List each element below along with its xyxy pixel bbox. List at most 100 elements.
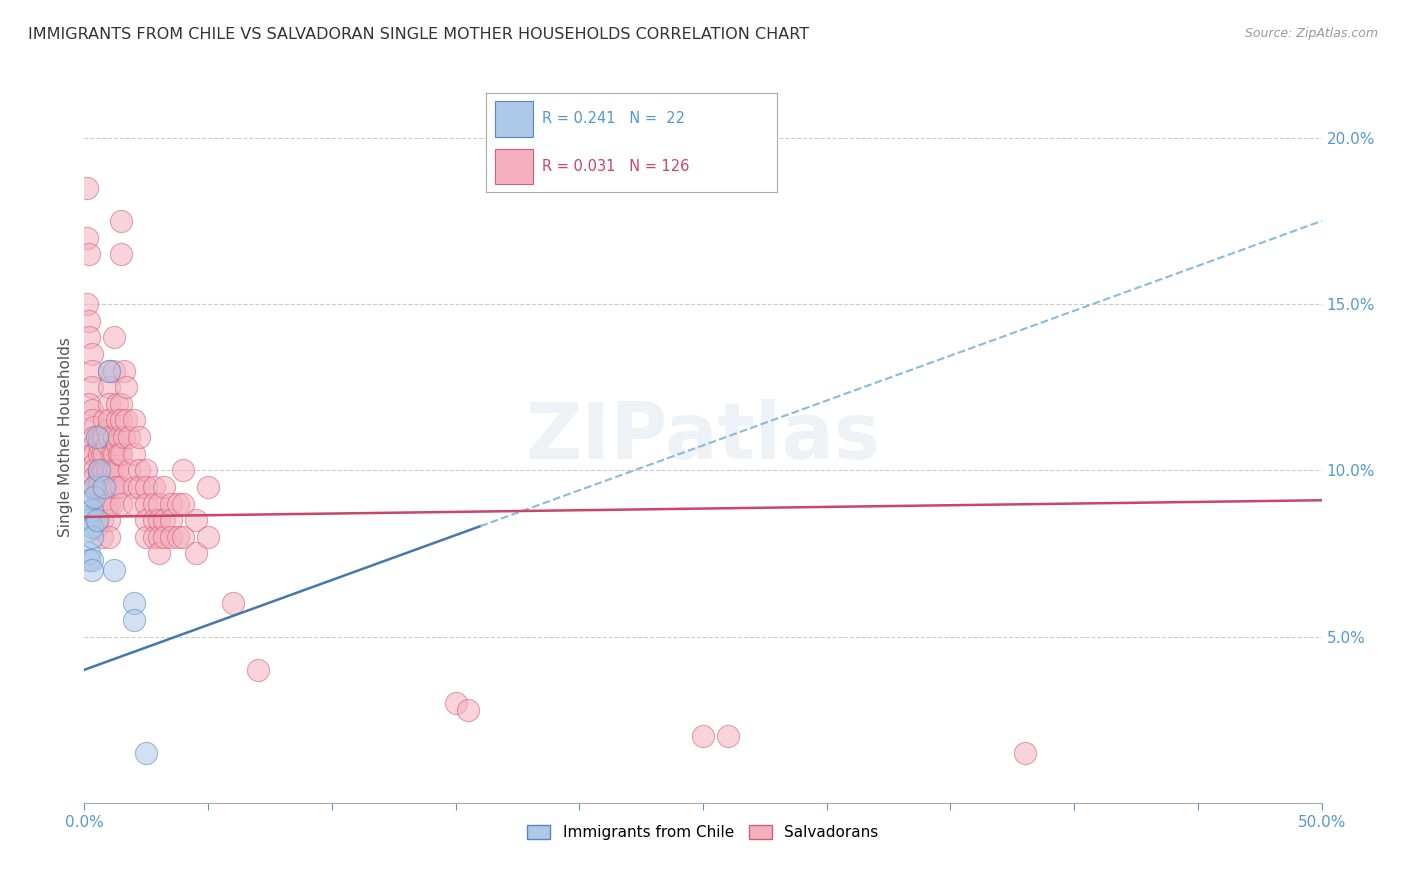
- Point: [79, 546, 101, 560]
- Point: [98, 497, 121, 511]
- Point: [167, 497, 190, 511]
- Point: [103, 330, 125, 344]
- Point: [444, 696, 467, 710]
- Point: [76, 230, 98, 244]
- Point: [100, 447, 122, 461]
- Point: [80, 530, 103, 544]
- Point: [110, 447, 132, 461]
- Point: [172, 463, 194, 477]
- Point: [110, 413, 132, 427]
- Point: [80, 520, 103, 534]
- Point: [105, 413, 128, 427]
- Point: [96, 424, 118, 438]
- Point: [122, 596, 145, 610]
- Point: [93, 413, 115, 427]
- Point: [79, 553, 101, 567]
- Point: [717, 729, 740, 743]
- Point: [110, 480, 132, 494]
- Point: [93, 480, 115, 494]
- Point: [93, 480, 115, 494]
- Point: [89, 497, 111, 511]
- Point: [96, 463, 118, 477]
- Point: [90, 513, 112, 527]
- Point: [86, 503, 108, 517]
- Point: [103, 563, 125, 577]
- Point: [98, 430, 121, 444]
- Point: [86, 486, 108, 500]
- Point: [79, 330, 101, 344]
- Point: [89, 480, 111, 494]
- Point: [110, 214, 132, 228]
- Point: [197, 530, 219, 544]
- Point: [152, 480, 174, 494]
- Point: [80, 413, 103, 427]
- Point: [135, 480, 157, 494]
- Point: [148, 530, 170, 544]
- Point: [148, 513, 170, 527]
- Point: [90, 497, 112, 511]
- Point: [86, 430, 108, 444]
- Point: [122, 480, 145, 494]
- Point: [103, 480, 125, 494]
- Point: [76, 509, 98, 524]
- Point: [115, 413, 138, 427]
- Point: [103, 430, 125, 444]
- Point: [148, 497, 170, 511]
- Point: [152, 513, 174, 527]
- Point: [122, 613, 145, 627]
- Point: [90, 430, 112, 444]
- Point: [142, 480, 165, 494]
- Point: [112, 363, 135, 377]
- Point: [89, 436, 111, 450]
- Point: [98, 363, 121, 377]
- Point: [148, 546, 170, 560]
- Point: [76, 180, 98, 194]
- Point: [93, 447, 115, 461]
- Point: [86, 497, 108, 511]
- Point: [128, 430, 150, 444]
- Point: [112, 430, 135, 444]
- Point: [83, 447, 105, 461]
- Point: [142, 513, 165, 527]
- Point: [246, 663, 269, 677]
- Point: [83, 470, 105, 484]
- Point: [98, 363, 121, 377]
- Point: [1014, 746, 1036, 760]
- Point: [86, 513, 108, 527]
- Point: [89, 470, 111, 484]
- Point: [105, 436, 128, 450]
- Point: [83, 457, 105, 471]
- Point: [135, 497, 157, 511]
- Point: [98, 397, 121, 411]
- Point: [100, 480, 122, 494]
- Point: [79, 397, 101, 411]
- Point: [83, 463, 105, 477]
- Point: [80, 363, 103, 377]
- Point: [142, 530, 165, 544]
- Point: [457, 703, 479, 717]
- Legend: Immigrants from Chile, Salvadorans: Immigrants from Chile, Salvadorans: [522, 819, 884, 847]
- Point: [93, 430, 115, 444]
- Point: [108, 447, 131, 461]
- Point: [89, 503, 111, 517]
- Point: [197, 480, 219, 494]
- Text: Source: ZipAtlas.com: Source: ZipAtlas.com: [1244, 27, 1378, 40]
- Point: [160, 530, 183, 544]
- Point: [172, 497, 194, 511]
- Point: [142, 497, 165, 511]
- Point: [152, 530, 174, 544]
- Point: [90, 530, 112, 544]
- Point: [89, 463, 111, 477]
- Point: [80, 447, 103, 461]
- Point: [76, 497, 98, 511]
- Point: [167, 530, 190, 544]
- Point: [80, 503, 103, 517]
- Point: [105, 480, 128, 494]
- Point: [83, 480, 105, 494]
- Point: [108, 430, 131, 444]
- Point: [89, 463, 111, 477]
- Point: [103, 447, 125, 461]
- Point: [79, 247, 101, 261]
- Point: [105, 463, 128, 477]
- Point: [83, 420, 105, 434]
